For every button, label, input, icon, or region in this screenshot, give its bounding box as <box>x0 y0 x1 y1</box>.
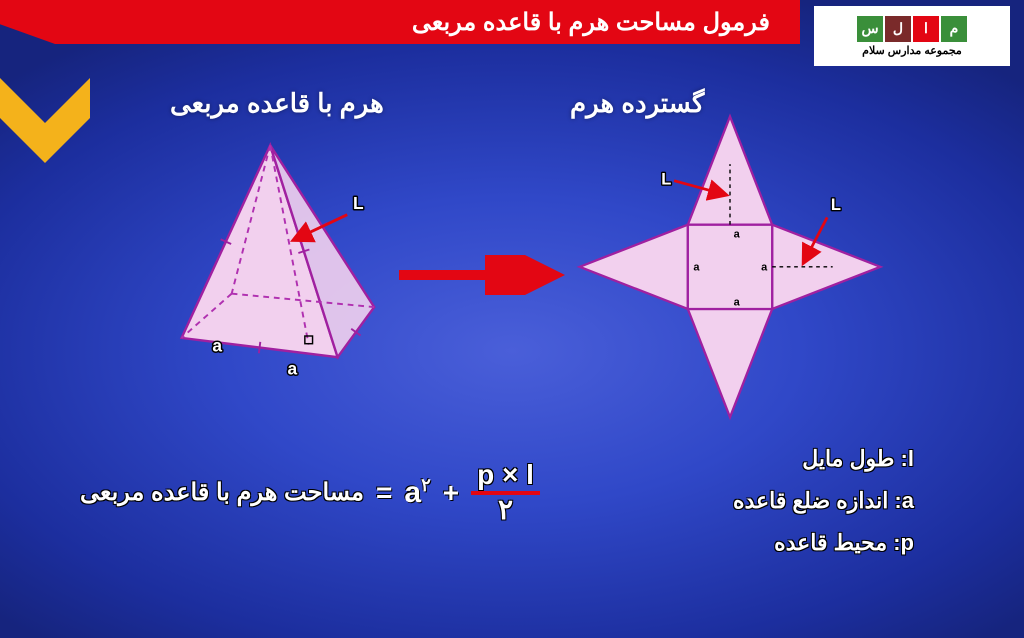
transform-arrow-icon <box>395 255 565 295</box>
svg-text:a: a <box>288 359 298 379</box>
formula-eq: = <box>376 477 392 509</box>
svg-text:a: a <box>693 262 700 274</box>
legend: l: طول مایل a: اندازه ضلع قاعده p: محیط … <box>733 438 914 563</box>
logo-letter: ل <box>885 16 911 42</box>
svg-text:L: L <box>661 170 671 188</box>
formula-lhs: مساحت هرم با قاعده مربعی <box>80 478 364 507</box>
logo-letter: س <box>857 16 883 42</box>
logo-subtitle: مجموعه مدارس سلام <box>862 44 962 57</box>
logo: سلام مجموعه مدارس سلام <box>814 6 1010 66</box>
formula-a2: a۲ <box>404 475 430 510</box>
formula-numerator: p × l <box>471 460 540 491</box>
svg-text:L: L <box>353 193 364 213</box>
logo-boxes: سلام <box>857 16 967 42</box>
chevron-icon <box>0 78 90 168</box>
formula: مساحت هرم با قاعده مربعی = a۲ + p × l ۲ <box>80 460 540 526</box>
pyramid-diagram: La a <box>145 128 405 388</box>
svg-text:a: a <box>761 262 768 274</box>
logo-letter: م <box>941 16 967 42</box>
caption-pyramid: هرم با قاعده مربعی <box>170 88 384 119</box>
title-bar: فرمول مساحت هرم با قاعده مربعی <box>0 0 800 44</box>
svg-text:a: a <box>734 229 741 241</box>
legend-p: p: محیط قاعده <box>733 522 914 564</box>
svg-text:L: L <box>831 196 841 214</box>
svg-text:a: a <box>734 296 741 308</box>
logo-letter: ا <box>913 16 939 42</box>
legend-a: a: اندازه ضلع قاعده <box>733 480 914 522</box>
header: فرمول مساحت هرم با قاعده مربعی سلام مجمو… <box>0 0 1024 60</box>
legend-l: l: طول مایل <box>733 438 914 480</box>
formula-fraction: p × l ۲ <box>471 460 540 526</box>
page-title: فرمول مساحت هرم با قاعده مربعی <box>412 8 770 37</box>
net-diagram: a a a a L L <box>550 100 910 430</box>
formula-denominator: ۲ <box>492 495 519 526</box>
svg-text:a: a <box>212 335 222 355</box>
formula-plus: + <box>443 477 459 509</box>
